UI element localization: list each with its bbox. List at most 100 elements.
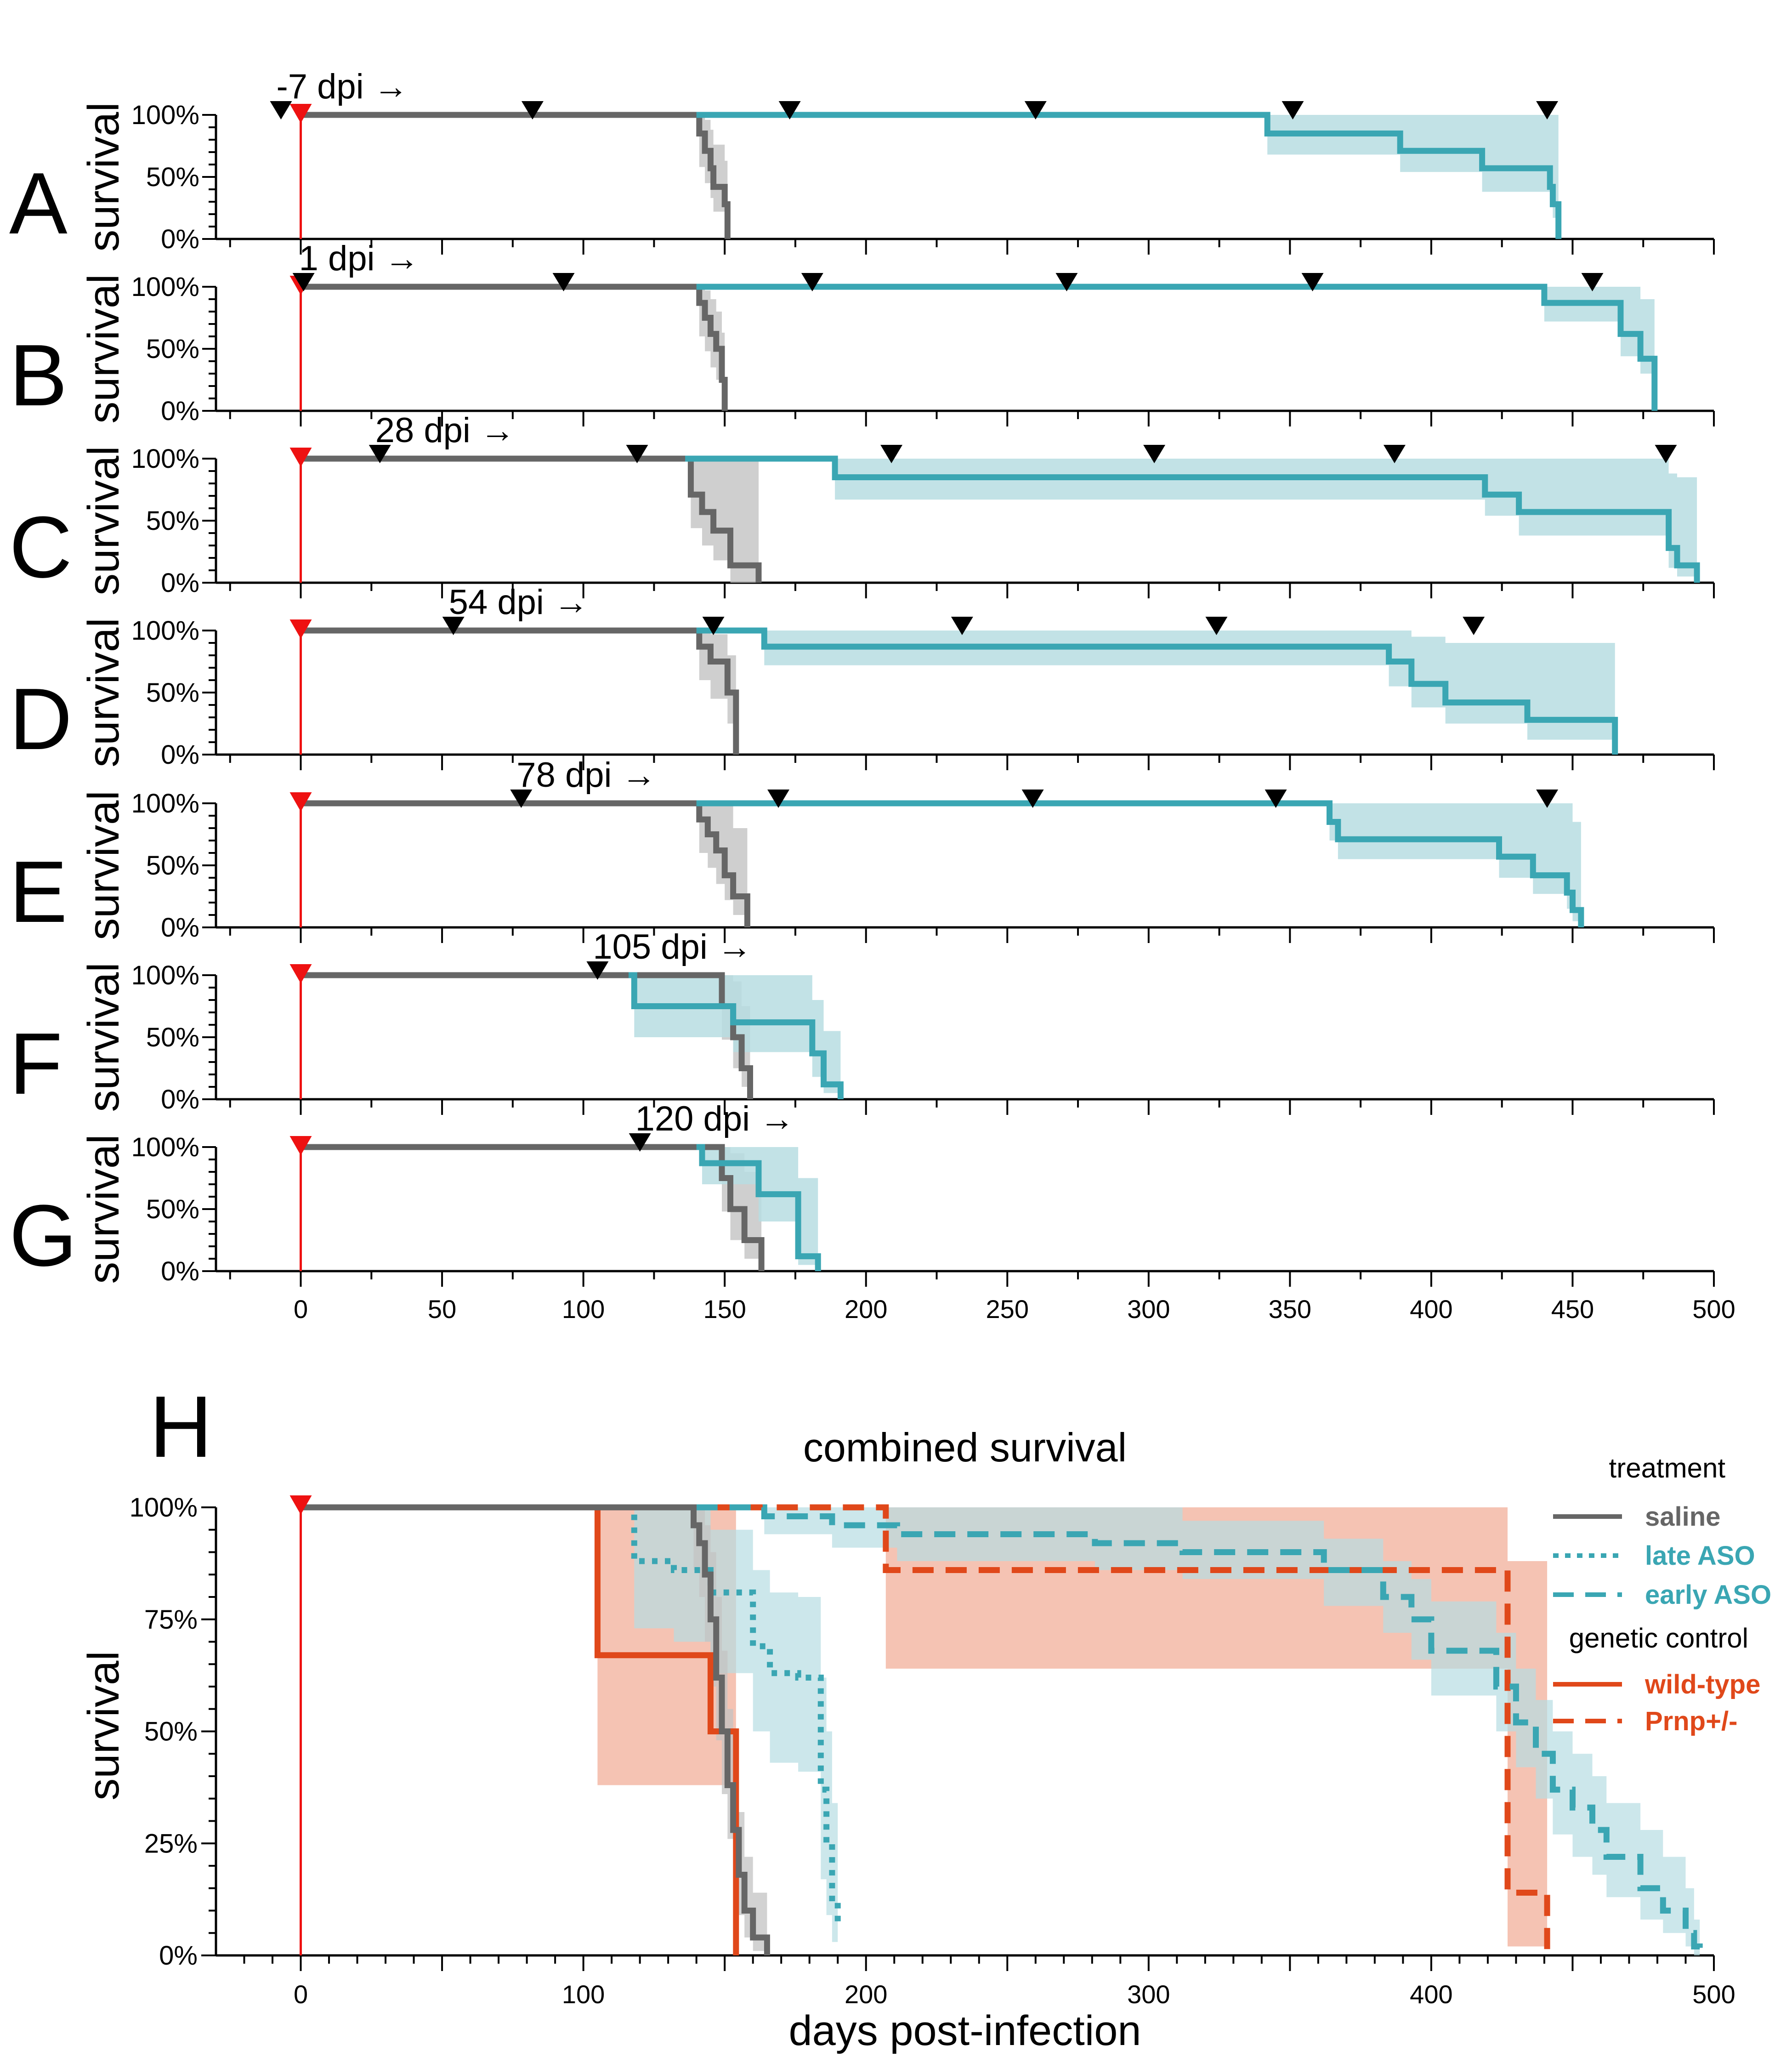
y-axis-title-g: survival	[79, 1134, 128, 1284]
treatment-marker-c	[626, 445, 648, 463]
saline-survival-line-c	[301, 455, 762, 583]
infection-marker-f	[289, 964, 312, 983]
infection-marker-c	[289, 448, 312, 467]
treatment-marker-d	[702, 617, 725, 635]
y-tick-label-h: 75%	[144, 1605, 198, 1635]
aso-ci-band-a	[696, 115, 1559, 239]
treatment-marker-c	[1143, 445, 1166, 463]
y-tick-label-d: 100%	[131, 616, 199, 646]
saline-ci-band-c	[301, 459, 759, 583]
x-tick-label-h: 300	[1127, 1980, 1170, 2009]
y-tick-label-c: 50%	[146, 506, 199, 536]
dpi-annotation-f: 105 dpi →	[593, 927, 752, 966]
panel-h-plot: 0% 25% 50% 75% 100% 0 100 200 300 400 500	[130, 1493, 1735, 2009]
panel-letter-c: C	[9, 499, 72, 596]
saline-survival-line-e	[301, 800, 750, 927]
x-tick-label: 300	[1127, 1295, 1170, 1324]
prnp----survival-line	[710, 1504, 1550, 1955]
y-tick-label-h: 50%	[144, 1717, 198, 1747]
treatment-marker-e	[1021, 790, 1044, 808]
x-tick-label-h: 400	[1410, 1980, 1452, 2009]
x-tick-label-h: 500	[1692, 1980, 1735, 2009]
x-tick-label: 200	[845, 1295, 887, 1324]
y-tick-label-b: 100%	[131, 272, 199, 302]
treatment-marker-e	[1536, 790, 1559, 808]
treatment-marker-d	[1463, 617, 1485, 635]
panel-h-combined: 0% 25% 50% 75% 100% 0 100 200 300 400 500 H combin…	[79, 1378, 1771, 2054]
panel-letter-d: D	[9, 670, 72, 768]
y-tick-label-a: 100%	[131, 100, 199, 130]
saline-survival-line	[301, 1504, 770, 1955]
y-axis-title-d: survival	[79, 618, 128, 767]
y-axis-title-a: survival	[79, 102, 128, 251]
y-tick-label-g: 0%	[161, 1256, 199, 1286]
treatment-marker-b	[552, 273, 575, 291]
treatment-marker-e	[510, 790, 533, 808]
y-tick-label-b: 0%	[161, 396, 199, 426]
treatment-marker-d	[951, 617, 973, 635]
aso-survival-line-b	[696, 284, 1658, 411]
y-tick-label-h: 0%	[159, 1941, 198, 1971]
y-tick-label-c: 100%	[131, 444, 199, 474]
y-tick-label-f: 50%	[146, 1023, 199, 1052]
dpi-annotation-c: 28 dpi →	[375, 411, 515, 450]
x-tick-label: 100	[562, 1295, 605, 1324]
treatment-marker-a	[521, 101, 544, 119]
saline-ci-band-d	[301, 631, 736, 755]
aso-survival-line-e	[696, 800, 1584, 927]
legend-early-aso-label: early ASO	[1645, 1580, 1771, 1610]
panel-letter-a: A	[9, 155, 68, 252]
y-axis-title-b: survival	[79, 274, 128, 423]
legend-treatment-heading: treatment	[1609, 1453, 1726, 1483]
panel-letter-e: E	[9, 843, 68, 941]
treatment-marker-b	[1055, 273, 1078, 291]
x-tick-label: 250	[986, 1295, 1029, 1324]
x-tick-label-h: 200	[845, 1980, 887, 2009]
dpi-annotation-b: 1 dpi →	[299, 239, 420, 278]
dpi-annotation-e: 78 dpi →	[516, 756, 656, 795]
y-axis-title-c: survival	[79, 446, 128, 595]
y-tick-label-e: 0%	[161, 913, 199, 943]
x-tick-label-h: 0	[294, 1980, 308, 2009]
panel-h-y-title: survival	[79, 1651, 128, 1800]
saline-ci-band-g	[301, 1147, 762, 1271]
treatment-marker-c	[1655, 445, 1677, 463]
y-tick-label-f: 100%	[131, 960, 199, 990]
legend-prnp-label: Prnp+/-	[1645, 1706, 1737, 1736]
y-tick-label-e: 50%	[146, 851, 199, 881]
saline-ci-band-b	[301, 287, 725, 411]
treatment-marker-b	[292, 273, 315, 291]
panel-letter-b: B	[9, 327, 68, 424]
treatment-marker-c	[369, 445, 391, 463]
infection-marker-d	[289, 619, 312, 639]
treatment-marker-a	[1282, 101, 1304, 119]
y-tick-label-f: 0%	[161, 1085, 199, 1114]
treatment-marker-g	[629, 1133, 651, 1152]
treatment-marker-a	[1536, 101, 1559, 119]
y-axis-title-f: survival	[79, 962, 128, 1112]
y-tick-label-h: 25%	[144, 1829, 198, 1858]
saline-survival-line-g	[301, 1144, 765, 1271]
x-tick-label: 50	[428, 1295, 456, 1324]
panel-letter-h: H	[149, 1378, 212, 1476]
y-tick-label-d: 0%	[161, 740, 199, 770]
panel-h-legend: treatment saline late ASO early ASO gene…	[1553, 1453, 1771, 1736]
saline-ci-band-e	[301, 803, 748, 927]
x-axis-title: days post-infection	[788, 2007, 1141, 2054]
dpi-annotation-g: 120 dpi →	[635, 1099, 794, 1138]
aso-ci-band-b	[696, 287, 1655, 411]
x-tick-label: 400	[1410, 1295, 1452, 1324]
y-tick-label-g: 100%	[131, 1132, 199, 1162]
dpi-annotation-a: -7 dpi →	[276, 67, 408, 106]
early-aso-ci-band	[696, 1507, 1700, 1955]
treatment-marker-d	[442, 617, 465, 635]
wild-type-ci-band	[301, 1507, 736, 1955]
aso-ci-band-d	[696, 631, 1615, 755]
legend-late-aso-label: late ASO	[1645, 1541, 1755, 1571]
treatment-marker-b	[801, 273, 823, 291]
treatment-marker-a	[270, 101, 292, 119]
y-axis-title-e: survival	[79, 790, 128, 940]
